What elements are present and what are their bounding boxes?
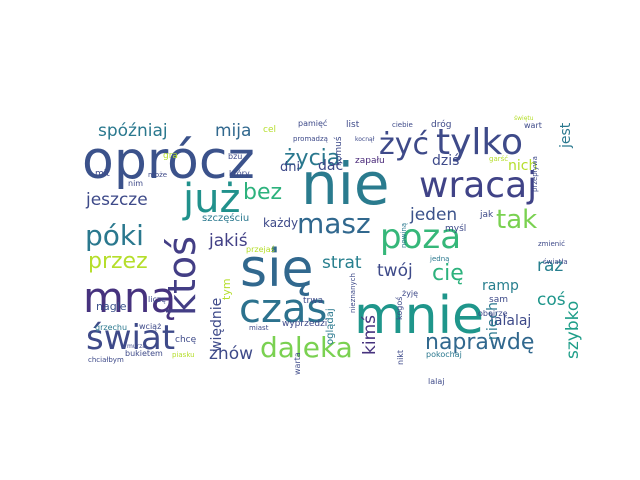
word-cloud-word: nikt [396, 350, 405, 365]
word-cloud-word: chcę [175, 335, 197, 345]
word-cloud-word: dać [318, 158, 343, 174]
word-cloud-word: oglądaj [325, 308, 336, 345]
word-cloud-word: jest [558, 122, 574, 149]
word-cloud-word: raz [537, 256, 563, 276]
word-cloud-word: znów [209, 344, 253, 364]
word-cloud-word: ktoś [160, 236, 204, 316]
word-cloud-word: życia [284, 146, 340, 171]
word-cloud-word: promadzą [293, 135, 328, 143]
word-cloud-word: lalalaj [490, 313, 531, 329]
word-cloud-word: niech [485, 302, 501, 340]
word-cloud-word: wyprzedzi [282, 319, 327, 329]
word-cloud-word: ciebie [392, 121, 413, 129]
word-cloud-word: wart [524, 121, 542, 130]
word-cloud-word: jeden [409, 205, 457, 225]
word-cloud-word: się [240, 239, 314, 299]
word-cloud-word: wciąż [139, 322, 161, 331]
word-cloud-word: piasku [172, 351, 195, 359]
word-cloud-word: mit [95, 169, 110, 179]
word-cloud-word: cię [432, 261, 464, 286]
word-cloud-word: bukietem [125, 349, 163, 358]
word-cloud-word: liczę [148, 295, 166, 304]
word-cloud-word: nich [508, 158, 537, 174]
word-cloud-word: mną [83, 273, 176, 322]
word-cloud-word: żyję [402, 289, 418, 298]
word-cloud-word: twój [377, 261, 413, 281]
word-cloud-word: strat [322, 253, 362, 273]
word-cloud-word: przejaś [246, 244, 275, 254]
word-cloud-word: ramp [482, 278, 519, 294]
word-cloud-word: obejrzę [478, 309, 508, 318]
word-cloud-word: dróg [431, 119, 451, 130]
word-cloud-word: sam [489, 295, 508, 305]
word-cloud-word: trwa [303, 296, 323, 306]
word-cloud-word: dni [280, 160, 300, 175]
word-cloud-word: czas [239, 286, 327, 332]
word-cloud-word: jak [479, 210, 494, 220]
word-cloud-word: szybko [563, 301, 583, 359]
word-cloud-word: murza [127, 343, 146, 350]
word-cloud-word: poza [380, 217, 461, 257]
word-cloud-word: coś [537, 290, 566, 310]
word-cloud-word: pokochaj [426, 350, 462, 359]
word-cloud-word: masz [297, 207, 371, 240]
word-cloud-word: szczęściu [202, 212, 249, 224]
word-cloud-word: komuś [333, 136, 344, 166]
word-cloud-word: nim [128, 179, 143, 188]
word-cloud-word: warta [293, 352, 302, 375]
word-cloud-word: bez [243, 180, 282, 205]
word-cloud-word: kogoś [394, 297, 404, 320]
word-cloud-word: naprawdę [425, 330, 534, 355]
word-cloud-word: list [346, 120, 360, 130]
word-cloud-word: wracaj [419, 165, 537, 206]
word-cloud-word: który [229, 168, 250, 178]
word-cloud-word: jakiś [208, 231, 248, 251]
word-cloud-word: dziś [432, 153, 459, 169]
word-cloud-word: nie [301, 150, 390, 218]
word-cloud-word: tym [220, 278, 233, 300]
word-cloud-word: garść [489, 155, 508, 163]
word-cloud-word: gra [163, 151, 178, 161]
word-cloud-word: póki [85, 219, 144, 252]
word-cloud-word: jedną [429, 255, 449, 263]
word-cloud-word: świętu [514, 115, 534, 122]
word-cloud-word: już [182, 176, 240, 222]
word-cloud-word: grzechu [95, 323, 127, 332]
word-cloud-word: tylko [436, 122, 523, 163]
word-cloud-word: żyć [379, 127, 429, 162]
word-cloud-word: spóźniaj [98, 121, 168, 141]
word-cloud-word: mnie [354, 286, 484, 346]
word-cloud-word: mija [215, 121, 251, 141]
word-cloud-word: jeszcze [85, 190, 148, 210]
word-cloud-word: bzu [228, 152, 242, 161]
word-cloud-word: przepływa [531, 156, 539, 192]
word-cloud-word: daleka [260, 331, 353, 364]
word-cloud-word: więdnie [209, 298, 225, 352]
word-cloud-word: myśl [445, 223, 466, 234]
word-cloud-word: każdy [263, 216, 298, 230]
word-cloud-word: miast [249, 324, 269, 332]
word-cloud-word: nagle [96, 300, 127, 313]
word-cloud-word: kimś [360, 315, 380, 355]
word-cloud-word: nowiną [400, 223, 408, 248]
word-cloud-word: zapału [355, 156, 385, 166]
word-cloud-word: cel [263, 125, 276, 135]
word-cloud-word: światła [543, 258, 568, 266]
word-cloud-word: tak [496, 205, 537, 235]
word-cloud-word: oprócz [82, 131, 255, 191]
word-cloud-word: zmienić [538, 240, 565, 248]
word-cloud-word: kocnął [355, 136, 375, 143]
word-cloud-word: świat [86, 318, 175, 358]
word-cloud-word: chciałbym [88, 356, 124, 364]
word-cloud-word: pamięć [298, 118, 327, 128]
word-cloud-word: przez [88, 249, 148, 274]
word-cloud-word: może [148, 171, 167, 179]
word-cloud-word: nieznanych [349, 273, 357, 313]
word-cloud-word: lalaj [428, 377, 444, 386]
